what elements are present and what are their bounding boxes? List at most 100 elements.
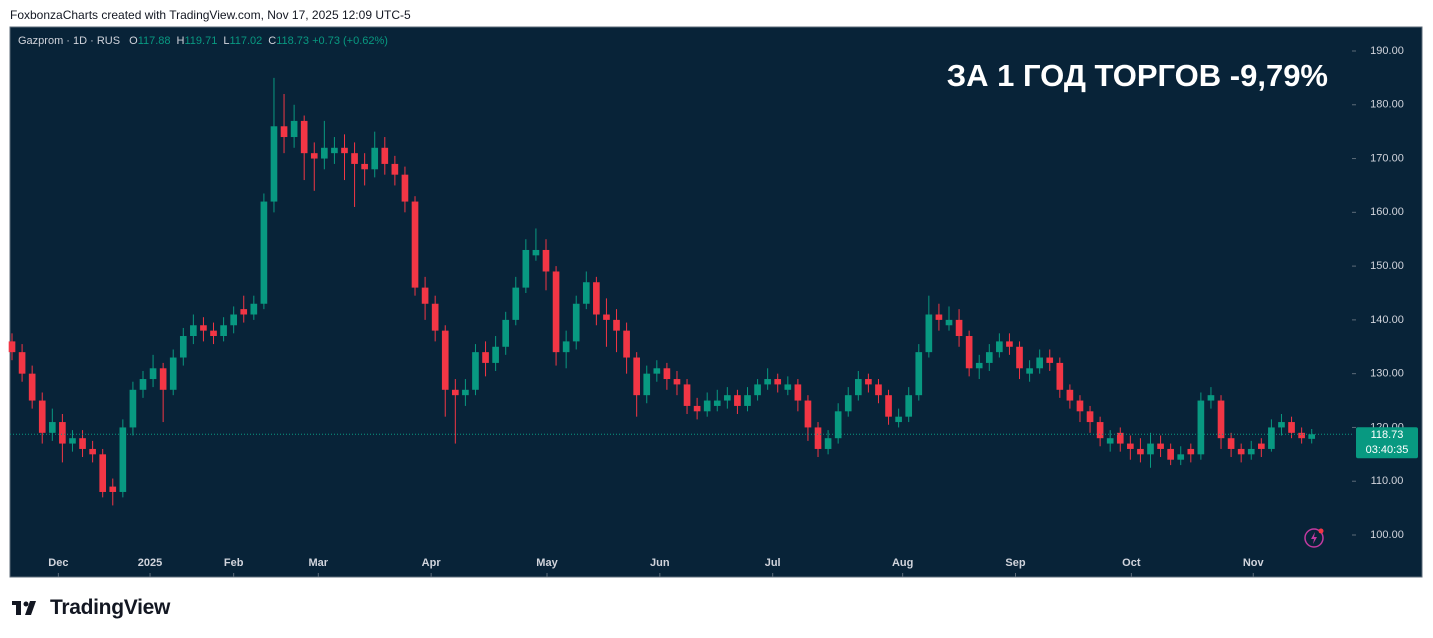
ohlc-value: 118.73 [276,35,310,47]
x-tick-label: 2025 [138,557,162,569]
candle-body [784,384,792,390]
candle-body [1217,400,1225,439]
candle-body [1187,448,1195,455]
candle-body [623,330,630,358]
candle-body [159,368,167,390]
candle-body [280,126,288,138]
candle-body [28,373,36,401]
alert-bolt [1311,532,1317,544]
y-tick-label: 150.00 [1370,260,1404,272]
candle-body [724,395,731,401]
alert-icon[interactable] [1304,528,1324,548]
y-tick-label: 190.00 [1370,45,1404,57]
candle-body [38,400,46,433]
candle-body [179,336,187,358]
candle-body [260,201,268,304]
candle-body [683,384,691,406]
candle-body [1116,432,1124,444]
candle-body [441,330,449,390]
candle-body [421,287,429,304]
candle-body [472,352,479,390]
ohlc-key: L [223,35,230,47]
candle-body [210,330,217,337]
candle-body [1207,395,1215,401]
candle-body [230,314,237,326]
candle-body [824,438,832,449]
candle-body [996,341,1003,353]
candle-body [502,319,510,347]
candle-body [814,427,822,449]
y-tick-label: 180.00 [1370,99,1404,111]
y-tick-label: 160.00 [1370,206,1404,218]
candle-body [290,120,298,138]
candle-body [1227,438,1235,449]
candle-body [744,395,751,406]
candle-body [1056,362,1064,390]
candle-body [693,405,701,412]
countdown: 03:40:35 [1366,444,1409,456]
candle-body [109,486,117,492]
candle-body [300,120,308,154]
candle-body [331,147,338,154]
candle-body [1257,443,1265,449]
candle-body [451,389,459,396]
candle-body [492,346,499,363]
ohlc-key: O [129,35,138,47]
y-tick-label: 170.00 [1370,152,1404,164]
y-tick-label: 110.00 [1371,475,1404,487]
candle-body [59,422,66,444]
candle-body [925,314,933,353]
candle-body [169,357,177,390]
candle-body [975,362,983,369]
candle-body [8,341,16,353]
candle-body [250,303,258,315]
header: FoxbonzaCharts created with TradingView.… [10,8,411,22]
ohlc-value: 119.71 [184,35,218,47]
candle-body [653,368,661,374]
candle-body [89,448,96,455]
candle-body [935,314,943,320]
x-tick-label: Jul [765,557,781,569]
candle-body [381,147,389,164]
candle-body [754,384,761,396]
candle-body [522,249,530,288]
candle-body [593,282,600,315]
candle-body [391,163,399,175]
candle-body [1026,368,1033,374]
ohlc-key: H [176,35,185,47]
candle-body [220,325,227,337]
candle-body [965,336,973,369]
y-tick-label: 140.00 [1370,314,1404,326]
footer-logo: TradingView [50,596,171,619]
candle-body [1247,448,1255,455]
candle-body [582,282,590,304]
candle-body [69,438,76,444]
candle-body [321,147,328,159]
price-tag-label: 118.73 [1371,429,1404,441]
x-tick-label: Feb [224,557,244,569]
candle-body [643,373,651,396]
candle-body [542,249,550,272]
candle-body [270,126,278,202]
x-tick-label: May [536,557,558,569]
x-tick-label: Jun [650,557,670,569]
candle-body [572,303,580,342]
x-tick-label: Dec [48,557,68,569]
candle-body [1137,448,1144,455]
candle-body [341,147,348,154]
candle-body [99,454,107,492]
candle-body [1006,341,1013,347]
candle-body [985,352,993,363]
x-tick-label: Oct [1122,557,1141,569]
candle-body [1237,448,1245,455]
candle-body [1147,443,1154,455]
candle-body [1127,443,1134,449]
candle-body [613,319,620,331]
candle-body [603,314,610,320]
candle-body [1066,389,1074,401]
candle-body [1308,434,1316,439]
candle-body [1106,438,1114,444]
candle-body [149,368,157,380]
candle-body [562,341,570,353]
